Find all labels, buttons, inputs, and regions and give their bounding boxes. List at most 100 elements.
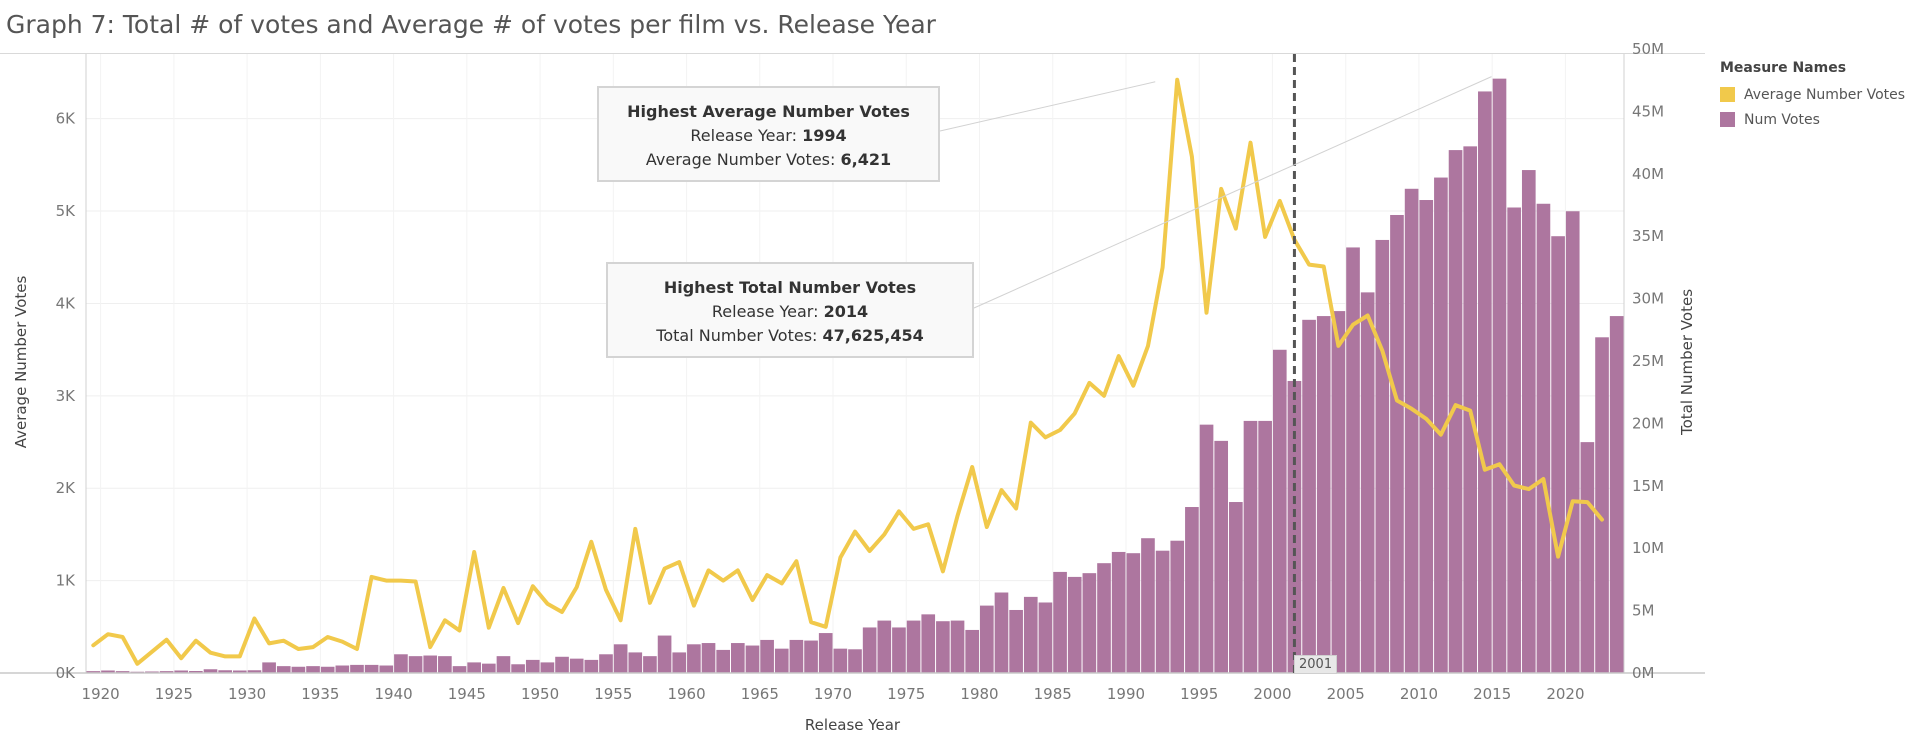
leader-line-avg: [939, 81, 1156, 132]
callout-avg-votes-value: 6,421: [840, 150, 892, 169]
bar: [1565, 211, 1580, 673]
bar: [540, 662, 555, 673]
title-divider: [0, 53, 1705, 54]
bar: [1038, 602, 1053, 673]
bar: [86, 671, 101, 673]
bar: [174, 670, 189, 673]
left-tick-label: 5K: [56, 202, 77, 220]
reference-line-label: 2001: [1294, 655, 1338, 674]
legend: Measure Names Average Number Votes Num V…: [1720, 60, 1905, 132]
right-tick-label: 50M: [1632, 40, 1664, 58]
bar: [247, 670, 262, 673]
leader-line-total: [973, 76, 1492, 309]
bar: [599, 654, 613, 673]
bar: [1170, 540, 1185, 673]
right-tick-label: 35M: [1632, 227, 1664, 245]
legend-label-num-votes: Num Votes: [1744, 111, 1820, 128]
x-tick-label: 2005: [1327, 685, 1365, 703]
bar: [643, 656, 657, 673]
bar: [921, 614, 936, 673]
bar: [159, 671, 174, 673]
bar: [701, 643, 716, 673]
bar: [320, 666, 335, 673]
callout-avg-line2: Average Number Votes: 6,421: [599, 148, 938, 172]
bar: [1097, 563, 1111, 673]
bar: [1390, 214, 1404, 673]
bar: [1551, 236, 1565, 674]
bar: [1375, 239, 1390, 674]
bar: [877, 620, 892, 673]
x-tick-label: 1975: [887, 685, 925, 703]
bar: [936, 621, 950, 673]
x-tick-label: 1995: [1180, 685, 1218, 703]
bar: [555, 656, 569, 673]
right-tick-label: 45M: [1632, 102, 1664, 120]
bar: [1111, 551, 1126, 673]
bar: [1580, 442, 1595, 673]
right-tick-label: 10M: [1632, 539, 1664, 557]
x-tick-label: 1920: [82, 685, 120, 703]
callout-total-votes-label: Total Number Votes:: [656, 326, 823, 345]
x-tick-label: 2020: [1546, 685, 1584, 703]
right-axis-tick-labels: 0M 5M 10M 15M 20M 25M 30M 35M 40M 45M 50M: [1632, 40, 1664, 682]
bar: [569, 658, 584, 673]
bar: [1434, 177, 1448, 673]
legend-item-average-number-votes[interactable]: Average Number Votes: [1720, 82, 1905, 107]
bar: [950, 620, 965, 673]
line-series-average-number-votes: [91, 77, 1604, 666]
bar: [804, 640, 818, 673]
callout-total-year-value: 2014: [823, 302, 869, 321]
bar: [423, 655, 438, 673]
bar: [1141, 538, 1155, 673]
bar: [1199, 424, 1214, 673]
bar: [994, 592, 1009, 673]
bar: [672, 652, 687, 673]
x-tick-label: 2010: [1400, 685, 1438, 703]
bar: [1155, 550, 1170, 673]
bar: [833, 648, 848, 673]
bar: [291, 666, 306, 673]
left-tick-label: 3K: [56, 387, 77, 405]
bar: [848, 649, 862, 673]
bar: [364, 664, 379, 673]
callout-highest-total: Highest Total Number Votes Release Year:…: [606, 262, 974, 358]
bar: [1316, 316, 1331, 673]
x-tick-label: 1990: [1107, 685, 1145, 703]
bar: [525, 659, 540, 673]
bar: [115, 671, 130, 673]
bar: [716, 649, 730, 673]
legend-item-num-votes[interactable]: Num Votes: [1720, 107, 1905, 132]
right-tick-label: 5M: [1632, 602, 1655, 620]
bar: [584, 659, 599, 673]
bar: [760, 639, 774, 673]
callout-total-votes-value: 47,625,454: [822, 326, 924, 345]
bar: [628, 652, 643, 673]
x-tick-label: 2015: [1473, 685, 1511, 703]
bar: [1521, 170, 1536, 673]
callout-total-title: Highest Total Number Votes: [663, 278, 917, 297]
bar: [906, 620, 921, 673]
y-axis-right-label: Total Number Votes: [1678, 288, 1696, 436]
x-tick-label: 1970: [814, 685, 852, 703]
callout-total-line1: Release Year: 2014: [608, 300, 972, 324]
legend-label-average: Average Number Votes: [1744, 86, 1906, 103]
bar: [1082, 573, 1097, 673]
right-tick-label: 20M: [1632, 414, 1664, 432]
x-tick-label: 1965: [741, 685, 779, 703]
right-tick-label: 40M: [1632, 165, 1664, 183]
callout-avg-line1: Release Year: 1994: [599, 124, 938, 148]
bar: [481, 663, 496, 673]
bar: [1185, 507, 1199, 673]
left-tick-label: 6K: [56, 110, 77, 128]
bar: [335, 665, 350, 673]
bar: [218, 670, 232, 673]
left-tick-label: 1K: [56, 572, 77, 590]
callout-total-year-label: Release Year:: [711, 302, 824, 321]
bar: [1448, 150, 1463, 674]
bar: [467, 662, 481, 673]
callout-avg-votes-label: Average Number Votes:: [645, 150, 841, 169]
bar: [892, 627, 906, 673]
bar: [1536, 203, 1551, 674]
legend-title: Measure Names: [1720, 60, 1847, 76]
x-tick-label: 1930: [228, 685, 266, 703]
